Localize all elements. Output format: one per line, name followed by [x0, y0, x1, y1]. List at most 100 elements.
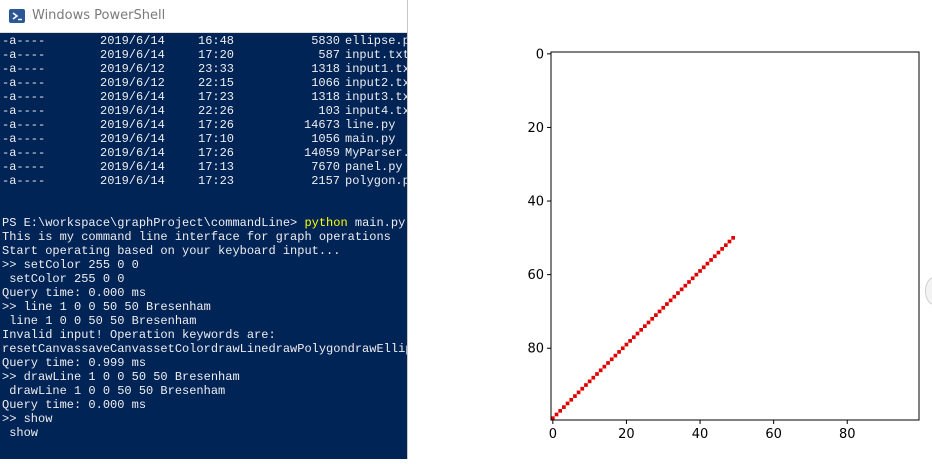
console-line: Invalid input! Operation keywords are:: [2, 328, 276, 342]
file-cell: polygon.p: [345, 174, 408, 188]
plot-pixel: [617, 350, 621, 354]
x-tick-label: 20: [618, 427, 635, 442]
file-cell: -a----: [2, 174, 46, 188]
file-cell: 17:26: [198, 118, 235, 132]
file-cell: -a----: [2, 160, 46, 174]
plot-pixel: [668, 298, 673, 303]
file-cell: ellipse.p: [345, 34, 408, 48]
plot-pixel: [698, 269, 702, 273]
plot-pixel: [650, 316, 655, 321]
x-tick-label: 80: [839, 427, 856, 442]
file-cell: 2019/6/14: [100, 118, 165, 132]
file-cell: -a----: [2, 76, 46, 90]
plot-pixel: [687, 280, 691, 284]
plot-pixel: [609, 357, 614, 362]
prompt-command: python: [304, 216, 348, 230]
plot-pixel: [631, 335, 636, 340]
file-cell: 17:10: [198, 132, 235, 146]
file-cell: 2019/6/12: [100, 76, 165, 90]
y-tick-label: 20: [527, 121, 544, 136]
plot-pixel: [716, 250, 721, 255]
plot-pixel: [683, 283, 688, 288]
plot-pixel: [701, 265, 706, 270]
plot-pixel: [595, 372, 599, 376]
file-cell: input1.tx: [345, 62, 408, 76]
file-cell: input2.tx: [345, 76, 408, 90]
file-cell: 2019/6/14: [100, 90, 165, 104]
plot-pixel: [620, 346, 625, 351]
file-cell: line.py: [345, 118, 396, 132]
plot-pixel: [551, 416, 555, 420]
plot-pixel: [712, 254, 717, 259]
x-tick-label: 0: [549, 427, 557, 442]
file-cell: 2019/6/14: [100, 132, 165, 146]
plot-pixel: [679, 287, 684, 292]
plot-frame: [550, 51, 920, 421]
plot-pixel: [672, 294, 677, 299]
plot-pixel: [576, 390, 581, 395]
file-cell: 2019/6/14: [100, 34, 165, 48]
prompt-args: main.py: [347, 216, 406, 230]
file-cell: -a----: [2, 146, 46, 160]
file-cell: panel.py: [345, 160, 403, 174]
plot-pixel: [598, 368, 603, 373]
prompt-line: PS E:\workspace\graphProject\commandLine…: [2, 216, 405, 230]
file-cell: -a----: [2, 90, 46, 104]
plot-pixel: [591, 375, 596, 380]
file-cell: main.py: [345, 132, 396, 146]
file-cell: 17:26: [198, 146, 235, 160]
console-line: setColor 255 0 0: [2, 272, 125, 286]
console-line: Start operating based on your keyboard i…: [2, 244, 341, 258]
file-cell: 2019/6/14: [100, 104, 165, 118]
plot-figure: 0 20 40 60 80 0 20 40 60 80: [500, 40, 932, 459]
console-line: line 1 0 0 50 50 Bresenham: [2, 314, 197, 328]
plot-pixel: [720, 247, 724, 251]
file-cell: 22:15: [198, 76, 235, 90]
window-title: Windows PowerShell: [32, 8, 166, 23]
plot-pixel: [661, 305, 666, 310]
plot-pixel: [606, 361, 610, 365]
file-cell: 16:48: [198, 34, 235, 48]
file-cell: 14673: [303, 118, 340, 132]
plot-pixel: [602, 364, 607, 369]
plot-pixel: [709, 258, 713, 262]
plot-pixel: [657, 309, 662, 314]
x-tick-label: 40: [692, 427, 709, 442]
file-cell: 1318: [311, 62, 340, 76]
plot-pixel: [731, 236, 735, 240]
file-cell: -a----: [2, 132, 46, 146]
plot-pixel: [690, 276, 695, 281]
plot-pixel: [665, 302, 669, 306]
file-cell: 2019/6/14: [100, 160, 165, 174]
file-cell: 2019/6/14: [100, 146, 165, 160]
plot-pixel: [562, 405, 566, 409]
plot-pixel: [573, 394, 577, 398]
file-cell: 587: [318, 48, 340, 62]
plot-pixel: [646, 320, 651, 325]
file-cell: -a----: [2, 118, 46, 132]
plot-pixel: [565, 401, 570, 406]
console-line: Query time: 0.000 ms: [2, 398, 147, 412]
plot-pixel: [676, 291, 680, 295]
file-cell: 2019/6/12: [100, 62, 165, 76]
plot-pixel: [584, 383, 588, 387]
console-line: >> setColor 255 0 0: [2, 258, 139, 272]
console-line: show: [2, 426, 39, 440]
file-cell: 1056: [311, 132, 340, 146]
plot-pixel: [727, 239, 732, 244]
plot-pixel: [558, 408, 563, 413]
file-cell: 2019/6/14: [100, 174, 165, 188]
console-output[interactable]: -a---- 2019/6/14 16:48 5830 ellipse.p -a---- 2…: [2, 34, 408, 459]
console-line: This is my command line interface for gr…: [2, 230, 391, 244]
powershell-titlebar[interactable]: Windows PowerShell: [0, 0, 407, 33]
y-tick-label: 0: [536, 47, 544, 62]
y-tick-label: 40: [527, 195, 544, 210]
plot-pixel: [639, 328, 643, 332]
file-cell: 1318: [311, 90, 340, 104]
plot-pixel: [628, 339, 632, 343]
plot-pixel: [554, 412, 559, 417]
plot-pixel: [624, 342, 629, 347]
file-cell: 2019/6/14: [100, 48, 165, 62]
y-tick-label: 80: [527, 342, 544, 357]
file-cell: input.txt: [345, 48, 408, 62]
